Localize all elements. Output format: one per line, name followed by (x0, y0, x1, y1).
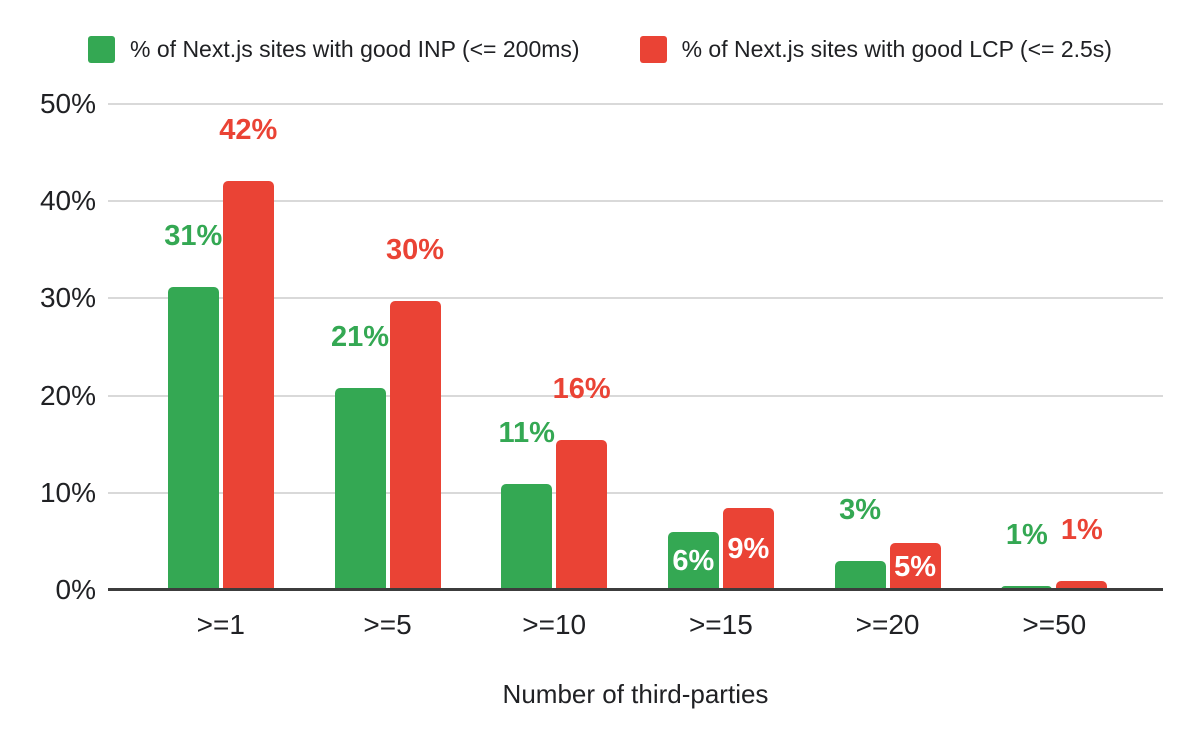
legend-swatch-inp (88, 36, 116, 63)
y-tick-label: 30% (39, 282, 96, 314)
plot-area: 31% 42% 21% 30% 11% 16% 6% 9% 3% 5% 1% 1% (108, 103, 1163, 591)
bar-inp (667, 531, 719, 590)
legend-label-lcp: % of Next.js sites with good LCP (<= 2.5… (681, 36, 1112, 62)
data-label-inp: 3% (839, 493, 882, 526)
bar-group: 21% 30% (331, 104, 444, 590)
data-label-inp: 6% (672, 544, 715, 577)
legend-item-inp: % of Next.js sites with good INP (<= 200… (88, 36, 580, 63)
legend-label-inp: % of Next.js sites with good INP (<= 200… (130, 36, 580, 62)
data-label-lcp: 5% (894, 550, 937, 583)
bar-inp (334, 387, 386, 590)
gridline (108, 491, 1163, 494)
bar-inp (167, 286, 219, 590)
data-label-lcp: 9% (727, 533, 770, 566)
legend-swatch-lcp (639, 36, 667, 63)
x-tick-label: >=1 (196, 609, 245, 640)
gridline (108, 394, 1163, 397)
bar-lcp (722, 508, 774, 590)
bar-inp (834, 560, 886, 590)
bar-group: 1% 1% (1001, 104, 1108, 590)
bar-lcp (1056, 580, 1108, 590)
gridline (108, 297, 1163, 300)
y-tick-label: 0% (55, 574, 96, 605)
bar-lcp (222, 180, 274, 590)
x-axis-line (108, 588, 1163, 591)
bar-group: 11% 16% (498, 104, 611, 590)
data-label-lcp: 42% (219, 113, 278, 146)
y-tick-label: 20% (39, 379, 96, 411)
data-label-lcp: 30% (385, 234, 445, 267)
data-label-inp: 1% (1005, 518, 1048, 551)
x-tick-label: >=15 (688, 609, 753, 640)
y-tick-label: 50% (39, 88, 96, 119)
gridline (108, 200, 1163, 203)
data-label-inp: 11% (498, 417, 555, 450)
x-axis-title: Number of third-parties (502, 679, 769, 709)
data-label-lcp: 16% (552, 373, 611, 406)
bar-group: 6% 9% (667, 104, 774, 590)
chart-legend: % of Next.js sites with good INP (<= 200… (0, 36, 1200, 63)
bar-lcp (889, 543, 941, 590)
y-tick-label: 40% (39, 185, 96, 217)
x-tick-label: >=20 (855, 609, 920, 640)
x-tick-label: >=5 (363, 609, 412, 640)
bar-lcp (556, 440, 608, 590)
data-label-inp: 31% (164, 219, 223, 252)
bar-inp (501, 484, 553, 590)
data-label-lcp: 1% (1060, 513, 1103, 546)
y-tick-label: 10% (39, 476, 96, 508)
data-label-inp: 21% (330, 320, 390, 353)
bar-group: 31% 42% (164, 104, 277, 590)
bar-group: 3% 5% (834, 104, 941, 590)
bar-inp (1001, 585, 1053, 590)
legend-item-lcp: % of Next.js sites with good LCP (<= 2.5… (639, 36, 1112, 63)
x-tick-label: >=10 (522, 609, 587, 640)
bar-lcp (389, 301, 441, 590)
gridline (108, 103, 1163, 105)
x-tick-label: >=50 (1022, 609, 1087, 640)
